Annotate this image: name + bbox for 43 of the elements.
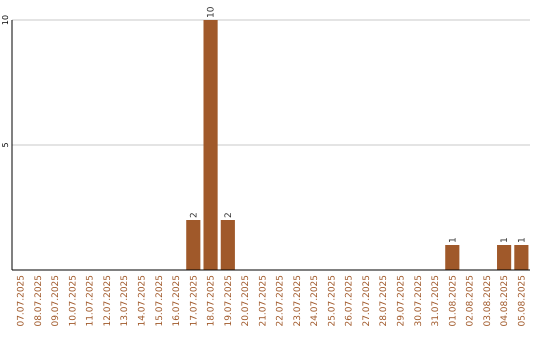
bar — [514, 245, 528, 270]
x-tick-label: 28.07.2025 — [379, 275, 390, 327]
data-label: 1 — [500, 237, 510, 243]
bar — [220, 220, 235, 270]
x-tick-label: 01.08.2025 — [448, 275, 458, 327]
x-tick-label: 15.07.2025 — [154, 275, 165, 327]
x-tick-label: 23.07.2025 — [292, 275, 303, 327]
x-tick-label: 25.07.2025 — [327, 275, 338, 327]
bar — [203, 20, 218, 270]
x-tick-label: 13.07.2025 — [120, 275, 130, 327]
x-tick-label: 11.07.2025 — [86, 275, 96, 327]
data-label: 1 — [517, 237, 528, 243]
x-tick-label: 22.07.2025 — [276, 275, 286, 327]
x-tick-label: 03.08.2025 — [482, 275, 493, 327]
data-label: 2 — [224, 212, 234, 218]
x-tick-label: 21.07.2025 — [258, 275, 268, 327]
x-tick-label: 18.07.2025 — [206, 275, 217, 327]
x-tick-label: 09.07.2025 — [51, 275, 62, 327]
x-tick-label: 07.07.2025 — [16, 275, 27, 327]
x-tick-label: 29.07.2025 — [396, 275, 406, 327]
bar — [445, 245, 460, 270]
data-label: 10 — [206, 6, 217, 18]
x-tick-label: 05.08.2025 — [517, 275, 528, 327]
x-tick-label: 16.07.2025 — [172, 275, 182, 327]
bar — [497, 245, 512, 270]
x-tick-label: 26.07.2025 — [344, 275, 355, 327]
data-label: 2 — [189, 212, 200, 218]
data-label: 1 — [448, 237, 458, 243]
x-tick-label: 20.07.2025 — [241, 275, 252, 327]
x-tick-label: 14.07.2025 — [138, 275, 148, 327]
x-tick-label: 08.07.2025 — [34, 275, 44, 327]
x-tick-label: 04.08.2025 — [500, 275, 510, 327]
bar — [186, 220, 200, 270]
x-tick-label: 17.07.2025 — [189, 275, 200, 327]
x-tick-label: 19.07.2025 — [224, 275, 234, 327]
y-tick-label: 5 — [1, 142, 10, 148]
x-tick-label: 24.07.2025 — [310, 275, 320, 327]
x-tick-label: 31.07.2025 — [431, 275, 442, 327]
x-tick-label: 30.07.2025 — [414, 275, 424, 327]
x-tick-label: 02.08.2025 — [466, 275, 476, 327]
x-tick-label: 27.07.2025 — [362, 275, 372, 327]
x-tick-label: 12.07.2025 — [102, 275, 113, 327]
x-tick-label: 10.07.2025 — [68, 275, 78, 327]
